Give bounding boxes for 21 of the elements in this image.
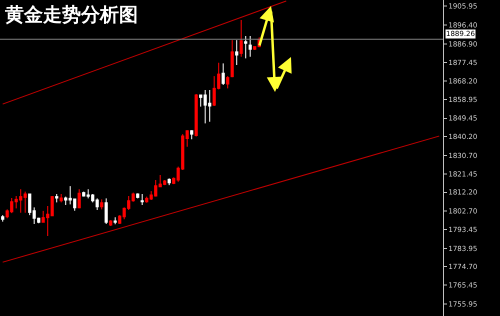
candlestick <box>100 198 104 210</box>
candlestick <box>55 194 58 203</box>
candlestick <box>230 40 234 78</box>
candlestick <box>60 194 63 203</box>
candlestick <box>235 40 238 66</box>
candlestick <box>109 220 112 227</box>
candlestick <box>226 76 230 89</box>
candlestick <box>136 192 140 199</box>
chart-title: 黄金走势分析图 <box>4 4 138 26</box>
candlestick <box>104 198 108 225</box>
candlestick <box>240 20 243 58</box>
candlestick <box>248 35 252 58</box>
candlestick <box>190 130 194 140</box>
candlestick <box>78 188 81 209</box>
candlestick <box>168 178 171 186</box>
candlestick <box>222 62 225 86</box>
candlestick <box>1 214 4 222</box>
candlestick <box>194 93 198 137</box>
candlestick <box>244 35 248 59</box>
candlestick <box>140 194 144 206</box>
candlestick <box>114 216 117 225</box>
